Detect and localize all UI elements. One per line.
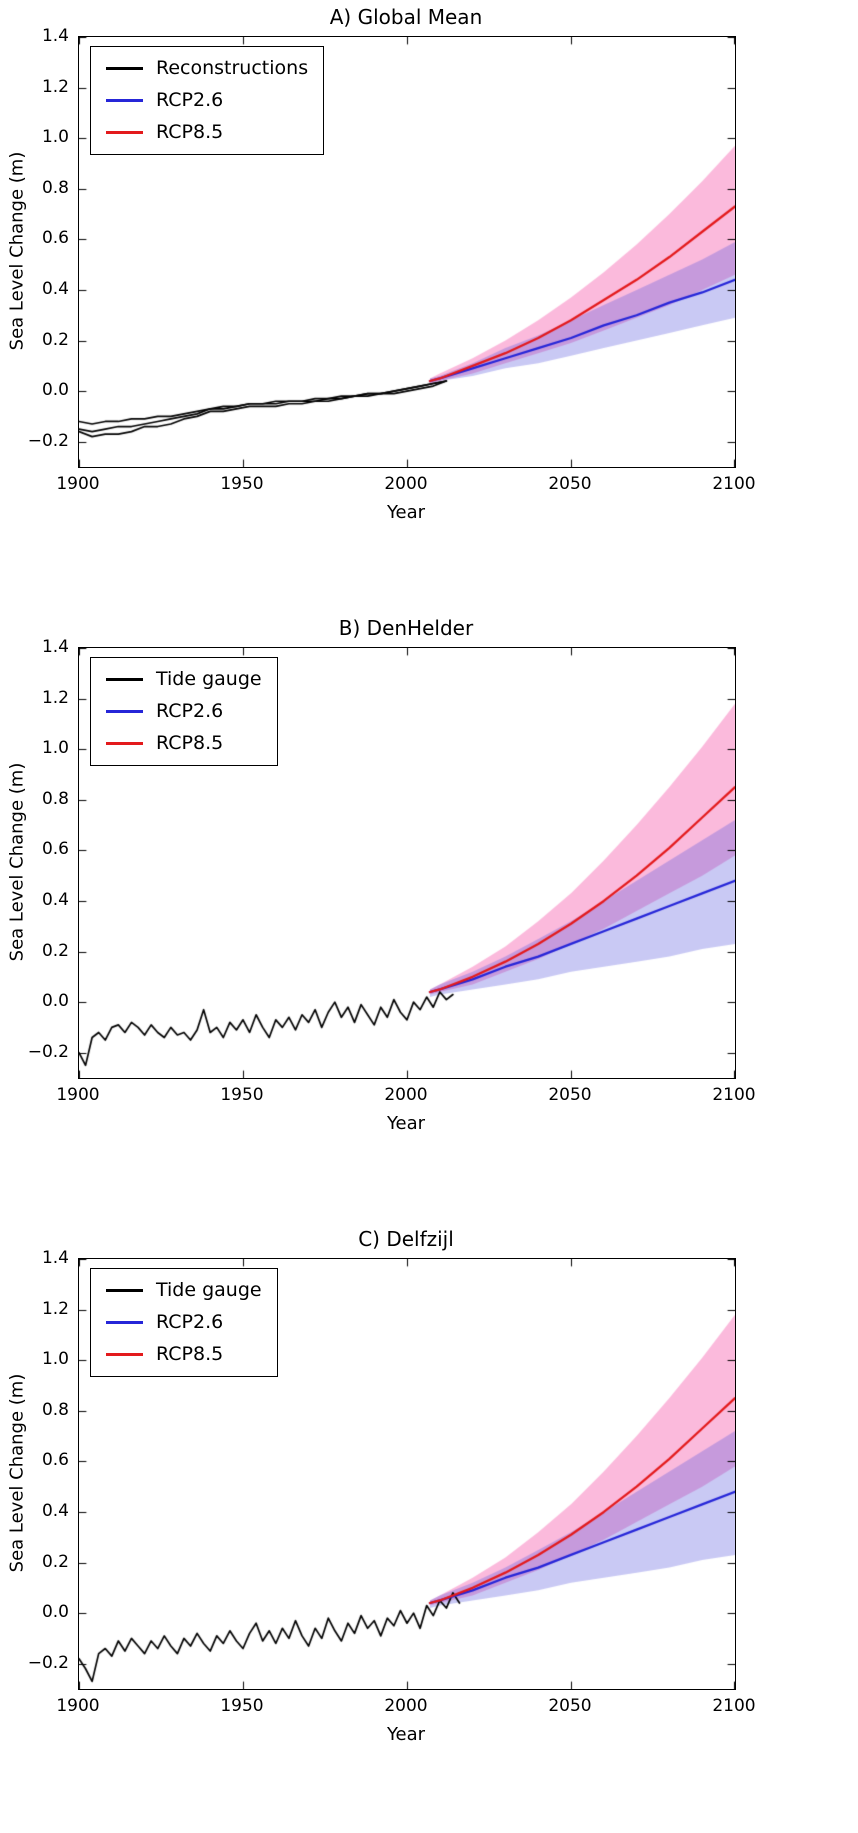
- y-tick-label: 1.4: [41, 26, 69, 46]
- y-tick-label: 0.2: [41, 940, 69, 961]
- y-tick-label: 0.8: [41, 1399, 69, 1420]
- legend: Tide gauge RCP2.6 RCP8.5: [90, 1268, 278, 1377]
- legend-item: RCP2.6: [106, 699, 262, 722]
- chart-title: B) DenHelder: [338, 616, 474, 640]
- legend-line-swatch: [106, 98, 143, 102]
- x-tick-label: 1900: [56, 474, 100, 494]
- x-axis-label: Year: [386, 1113, 426, 1134]
- y-tick-label: 0.0: [41, 380, 69, 401]
- x-tick-label: 2100: [712, 1085, 756, 1105]
- legend: Reconstructions RCP2.6 RCP8.5: [90, 46, 325, 155]
- y-tick-label: 1.2: [41, 1298, 69, 1319]
- chart-title: C) Delfzijl: [358, 1227, 454, 1251]
- legend-item: RCP8.5: [106, 731, 262, 754]
- x-tick-label: 1900: [56, 1085, 100, 1105]
- legend-line-swatch: [106, 1320, 143, 1324]
- plot-area: Tide gauge RCP2.6 RCP8.5: [78, 1258, 736, 1690]
- y-tick-label: 0.2: [41, 329, 69, 350]
- x-tick-label: 2000: [384, 1085, 428, 1105]
- x-tick-label: 2100: [712, 474, 756, 494]
- y-tick-label: 0.8: [41, 788, 69, 809]
- y-tick-label: 0.4: [41, 278, 69, 299]
- y-tick-label: 1.0: [41, 738, 69, 759]
- y-tick-label: 1.4: [41, 637, 69, 657]
- legend-label: RCP2.6: [156, 1310, 224, 1333]
- y-tick-label: 1.0: [41, 1349, 69, 1370]
- x-axis-label: Year: [386, 502, 426, 523]
- x-tick-label: 1900: [56, 1696, 100, 1716]
- y-tick-label: −0.2: [27, 430, 69, 451]
- y-tick-label: 1.0: [41, 127, 69, 148]
- legend-label: RCP2.6: [156, 699, 224, 722]
- y-tick-label: 0.4: [41, 889, 69, 910]
- y-tick-label: 0.8: [41, 177, 69, 198]
- y-tick-label: 0.0: [41, 1602, 69, 1623]
- x-tick-label: 2100: [712, 1696, 756, 1716]
- legend-line-swatch: [106, 1352, 143, 1356]
- x-tick-label: 1950: [220, 1696, 264, 1716]
- legend-label: RCP8.5: [156, 1342, 224, 1365]
- legend-label: RCP8.5: [156, 120, 224, 143]
- y-tick-label: 0.6: [41, 839, 69, 860]
- legend-item: RCP2.6: [106, 88, 308, 111]
- plot-area: Tide gauge RCP2.6 RCP8.5: [78, 647, 736, 1079]
- y-tick-label: 1.2: [41, 687, 69, 708]
- x-tick-label: 2000: [384, 1696, 428, 1716]
- legend-line-swatch: [106, 1288, 143, 1292]
- chart-title: A) Global Mean: [329, 5, 483, 29]
- legend-line-swatch: [106, 130, 143, 134]
- chart-panel-delfzijl: C) Delfzijl Sea Level Change (m) Tide ga…: [0, 1222, 858, 1833]
- legend-line-swatch: [106, 66, 143, 70]
- legend-label: RCP8.5: [156, 731, 224, 754]
- legend-item: RCP2.6: [106, 1310, 262, 1333]
- legend-line-swatch: [106, 709, 143, 713]
- legend-label: Tide gauge: [156, 1279, 262, 1301]
- x-tick-label: 2000: [384, 474, 428, 494]
- plot-area: Reconstructions RCP2.6 RCP8.5: [78, 36, 736, 468]
- x-tick-label: 2050: [548, 474, 592, 494]
- y-tick-label: −0.2: [27, 1041, 69, 1062]
- x-tick-label: 1950: [220, 1085, 264, 1105]
- y-tick-label: 1.2: [41, 76, 69, 97]
- legend-item: RCP8.5: [106, 1342, 262, 1365]
- y-tick-label: 0.4: [41, 1500, 69, 1521]
- legend: Tide gauge RCP2.6 RCP8.5: [90, 657, 278, 766]
- chart-panel-global-mean: A) Global Mean Sea Level Change (m) Reco…: [0, 0, 858, 611]
- y-tick-label: −0.2: [27, 1652, 69, 1673]
- x-axis-label: Year: [386, 1724, 426, 1745]
- legend-label: RCP2.6: [156, 88, 224, 111]
- x-tick-label: 2050: [548, 1085, 592, 1105]
- y-tick-label: 0.6: [41, 228, 69, 249]
- legend-label: Reconstructions: [156, 57, 309, 79]
- x-tick-label: 1950: [220, 474, 264, 494]
- legend-label: Tide gauge: [156, 668, 262, 690]
- legend-item: Tide gauge: [106, 669, 262, 690]
- y-tick-label: 1.4: [41, 1248, 69, 1268]
- chart-panel-den-helder: B) DenHelder Sea Level Change (m) Tide g…: [0, 611, 858, 1222]
- legend-item: Reconstructions: [106, 58, 308, 79]
- legend-line-swatch: [106, 741, 143, 745]
- legend-line-swatch: [106, 677, 143, 681]
- x-tick-label: 2050: [548, 1696, 592, 1716]
- y-tick-label: 0.0: [41, 991, 69, 1012]
- legend-item: Tide gauge: [106, 1280, 262, 1301]
- y-tick-label: 0.2: [41, 1551, 69, 1572]
- legend-item: RCP8.5: [106, 120, 308, 143]
- y-tick-label: 0.6: [41, 1450, 69, 1471]
